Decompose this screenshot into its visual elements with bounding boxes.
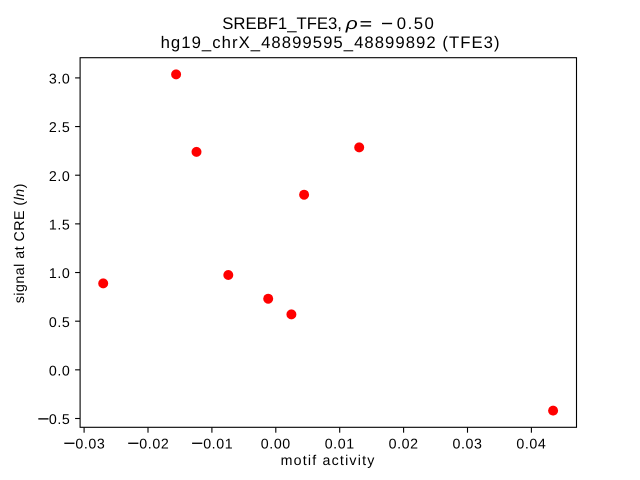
svg-text:3.0: 3.0 [49,72,71,88]
svg-text:1.5: 1.5 [49,218,71,234]
svg-text:signal at CRE (ln): signal at CRE (ln) [12,183,28,303]
svg-text:0.5: 0.5 [49,412,71,428]
svg-text:0.0: 0.0 [49,363,71,379]
svg-text:0.00: 0.00 [261,437,291,453]
svg-text:0.04: 0.04 [516,437,546,453]
svg-text:0.03: 0.03 [452,437,482,453]
svg-text:0.01: 0.01 [325,437,355,453]
svg-text:0.50: 0.50 [397,14,435,33]
svg-text:0.5: 0.5 [49,315,71,331]
svg-text:SREBF1_TFE3,: SREBF1_TFE3, [222,14,342,33]
svg-text:2.0: 2.0 [49,169,71,185]
svg-text:hg19_chrX_48899595_48899892 (T: hg19_chrX_48899595_48899892 (TFE3) [161,33,501,52]
svg-text:ρ: ρ [344,14,358,33]
svg-text:0.02: 0.02 [389,437,419,453]
svg-text:1.0: 1.0 [49,266,71,282]
svg-text:0.01: 0.01 [203,437,233,453]
svg-text:motif activity: motif activity [281,453,376,469]
svg-text:0.03: 0.03 [75,437,105,453]
svg-text:0.02: 0.02 [139,437,169,453]
svg-text:2.5: 2.5 [49,120,71,136]
